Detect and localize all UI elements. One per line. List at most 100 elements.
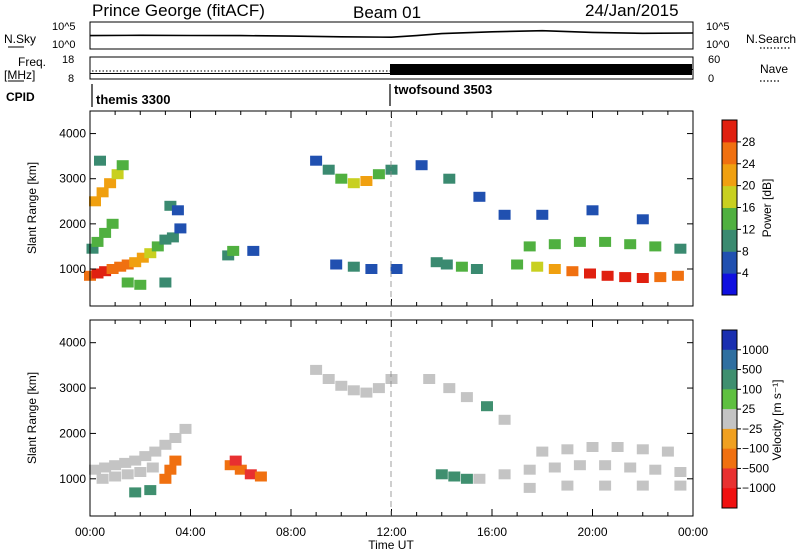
power-cell <box>390 264 403 274</box>
power-cell <box>114 261 127 272</box>
time-tick-label: 00:00 <box>678 525 708 539</box>
power-cell <box>335 173 348 184</box>
power-cell <box>674 243 687 254</box>
power-cell <box>91 268 104 279</box>
power-cell <box>573 236 586 247</box>
power-cell <box>347 178 360 189</box>
velocity-cell <box>360 387 373 398</box>
power-cell <box>385 164 398 175</box>
velocity-cell <box>573 460 586 471</box>
velocity-cell <box>624 462 637 473</box>
velocity-colorbar-tick-label: −25 <box>742 422 763 436</box>
power-cell <box>498 209 511 220</box>
power-cell <box>347 261 360 272</box>
power-cell <box>144 248 157 259</box>
velocity-cell <box>599 460 612 471</box>
power-colorbar-tick-label: 28 <box>742 135 756 149</box>
power-cell <box>430 257 443 268</box>
power-cell <box>89 196 101 207</box>
noise-sky-series <box>89 29 694 39</box>
power-cell <box>86 243 99 254</box>
cpid-panel: CPID themis 3300 twofsound 3503 <box>6 82 492 107</box>
velocity-cell <box>649 464 662 475</box>
power-cell <box>599 236 612 247</box>
power-colorbar-tick-label: 20 <box>742 179 756 193</box>
velocity-cell <box>169 433 182 443</box>
power-cells <box>84 155 687 290</box>
power-colorbar-tick-label: 4 <box>742 266 749 280</box>
power-cell <box>106 264 119 274</box>
velocity-cell <box>310 364 323 375</box>
power-cell <box>116 160 129 171</box>
velocity-colorbar-tick-label: 1000 <box>742 343 769 357</box>
velocity-cell <box>674 480 687 491</box>
velocity-range-tick-label: 4000 <box>59 336 86 350</box>
power-cell <box>247 245 260 256</box>
power-cell <box>365 264 378 274</box>
power-cell <box>548 239 561 250</box>
time-tick-label: 12:00 <box>376 525 406 539</box>
power-cell <box>443 173 456 184</box>
time-tick-label: 04:00 <box>175 525 205 539</box>
power-cell <box>166 232 179 243</box>
velocity-cell <box>481 401 493 412</box>
velocity-cell <box>129 455 142 466</box>
velocity-range-tick-label: 3000 <box>59 381 86 395</box>
power-colorbar-segment <box>722 273 737 296</box>
power-cell <box>624 239 637 250</box>
velocity-range-axis-label: Slant Range [km] <box>25 372 39 464</box>
noise-right-tick-low: 10^0 <box>706 39 730 51</box>
power-colorbar-tick-label: 24 <box>742 157 756 171</box>
noise-left-tick-low: 10^0 <box>52 39 76 51</box>
velocity-cell <box>159 439 172 450</box>
power-cell <box>636 214 649 225</box>
velocity-cell <box>234 464 247 475</box>
velocity-cell <box>586 442 599 452</box>
power-cell <box>104 178 117 189</box>
power-colorbar: 4 8 12 16 20 24 28 Power [dB] <box>721 119 774 296</box>
power-cell <box>372 169 385 180</box>
velocity-cell <box>636 480 649 491</box>
power-colorbar-tick-label: 8 <box>742 244 749 258</box>
power-cell <box>654 272 667 283</box>
power-cell <box>111 169 124 180</box>
velocity-cell <box>636 444 649 455</box>
velocity-cell <box>498 414 511 425</box>
velocity-cells <box>89 364 687 498</box>
velocity-colorbar-segment <box>722 330 737 351</box>
velocity-cell <box>523 464 536 475</box>
velocity-cell <box>385 374 398 384</box>
velocity-colorbar-segment <box>722 448 737 469</box>
velocity-cell <box>674 467 687 477</box>
power-cell <box>106 218 119 229</box>
power-colorbar-segment <box>722 185 737 208</box>
velocity-colorbar-tick-label: 25 <box>742 402 756 416</box>
velocity-colorbar-segment <box>722 468 737 489</box>
power-cell <box>360 176 373 186</box>
power-x-tick-marks <box>89 111 694 306</box>
velocity-x-tick-marks <box>89 320 694 516</box>
power-colorbar-segment <box>722 207 737 230</box>
power-cell <box>415 160 428 171</box>
power-cell <box>121 277 134 288</box>
time-tick-label: 00:00 <box>75 525 105 539</box>
velocity-cell <box>335 380 348 391</box>
power-colorbar-label: Power [dB] <box>760 179 774 238</box>
velocity-cell <box>661 446 674 457</box>
power-cell <box>159 234 172 245</box>
velocity-colorbar-tick-label: 100 <box>742 382 762 396</box>
velocity-colorbar-tick-label: −1000 <box>742 481 776 495</box>
velocity-colorbar-label: Velocity [m s⁻¹] <box>770 379 784 460</box>
cpid-label: CPID <box>6 90 35 104</box>
power-cell <box>330 259 343 270</box>
power-cell <box>121 259 134 270</box>
power-cell <box>129 257 142 268</box>
power-colorbar-segment <box>722 251 737 274</box>
velocity-cell <box>561 444 574 455</box>
power-colorbar-tick-label: 16 <box>742 201 756 215</box>
velocity-cell <box>96 473 109 484</box>
velocity-cell <box>129 487 142 498</box>
velocity-colorbar-segment <box>722 389 737 410</box>
power-range-axis-label: Slant Range [km] <box>25 162 39 254</box>
power-cell <box>548 264 561 274</box>
